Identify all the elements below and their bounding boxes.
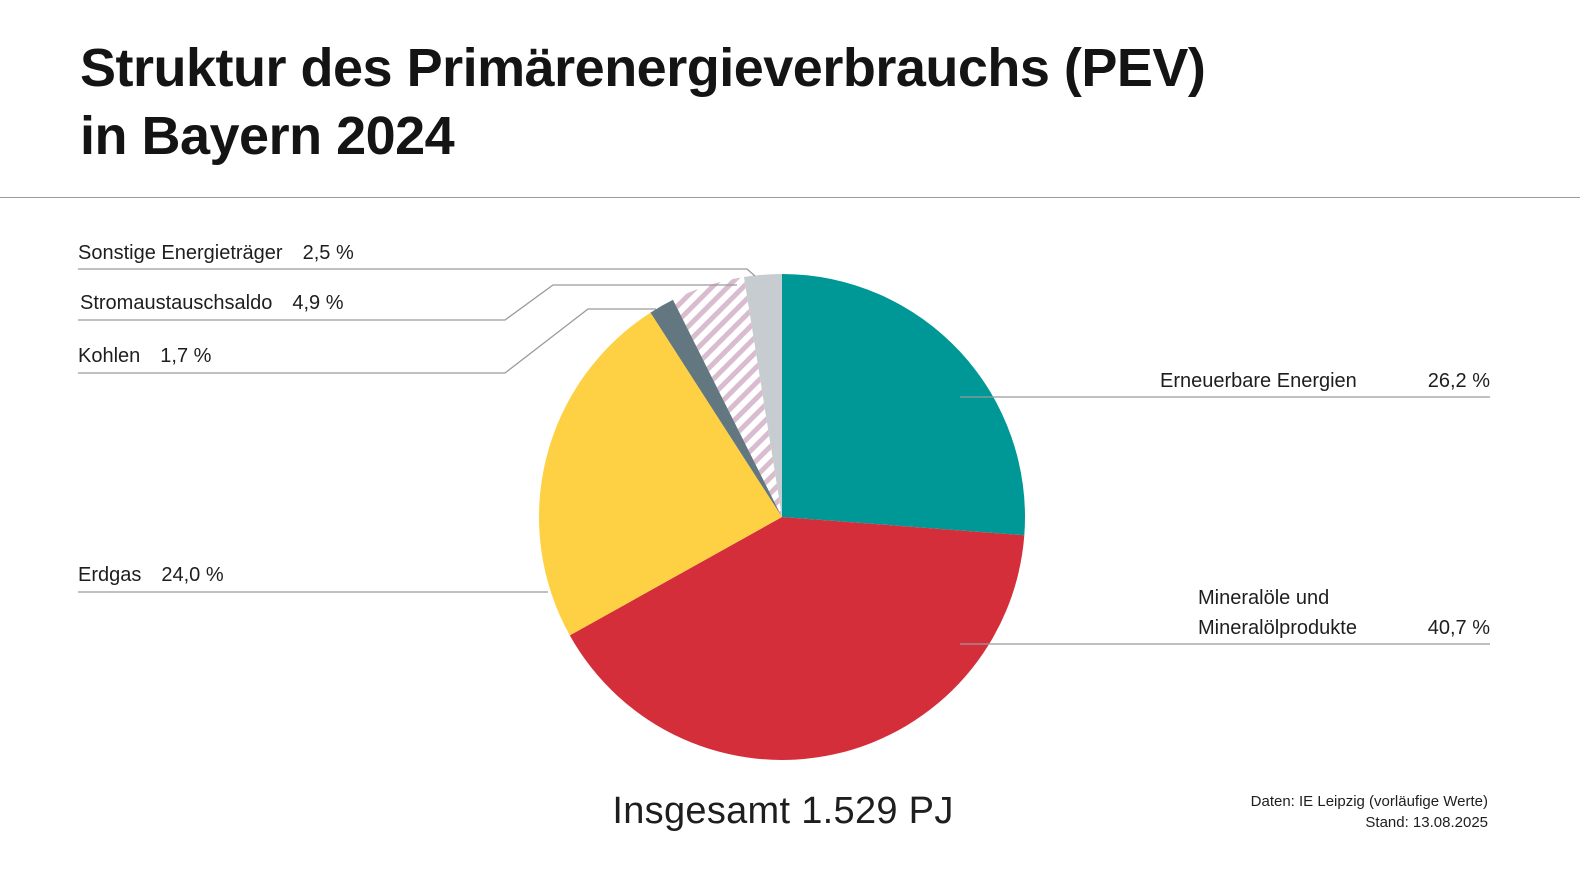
slice-label-mineraloele-und-mineraloelprodukte-line-1: Mineralöle und (1198, 587, 1329, 609)
leader-line-kohlen (78, 308, 656, 374)
title-divider (0, 197, 1580, 198)
slice-value-sonstige-energietraeger: 2,5 % (303, 242, 354, 264)
total-label: Insgesamt 1.529 PJ (612, 790, 954, 832)
date-line: Stand: 13.08.2025 (1365, 814, 1488, 831)
chart-title-line-2: in Bayern 2024 (80, 106, 455, 166)
slice-label-kohlen: Kohlen (78, 345, 140, 367)
slice-label-erdgas: Erdgas (78, 564, 141, 586)
slice-value-mineraloele-und-mineraloelprodukte: 40,7 % (1428, 617, 1490, 639)
pie-slice-kohlen (650, 299, 782, 517)
slice-value-kohlen: 1,7 % (160, 345, 211, 367)
pie-slice-sonstige-energietraeger (743, 274, 782, 517)
slice-label-erneuerbare-energien: Erneuerbare Energien (1160, 370, 1357, 392)
pie-slice-stromaustauschsaldo (673, 276, 782, 517)
chart-title: Struktur des Primärenergieverbrauchs (PE… (80, 34, 1206, 170)
slice-value-stromaustauschsaldo: 4,9 % (292, 292, 343, 314)
pie-slice-erdgas (539, 312, 782, 636)
pie-slice-erneuerbare-energien (782, 274, 1026, 536)
source-line: Daten: IE Leipzig (vorläufige Werte) (1250, 793, 1488, 810)
slice-label-sonstige-energietraeger: Sonstige Energieträger (78, 242, 283, 264)
source-note: Daten: IE Leipzig (vorläufige Werte) Sta… (1251, 791, 1488, 833)
leader-line-stromaustauschsaldo (78, 284, 737, 321)
slice-value-erdgas: 24,0 % (161, 564, 223, 586)
leader-line-sonstige-energietraeger (78, 268, 756, 277)
slice-label-stromaustauschsaldo: Stromaustauschsaldo (80, 292, 272, 314)
slice-label-mineraloele-und-mineraloelprodukte-line-2: Mineralölprodukte (1198, 617, 1357, 639)
pie-slice-mineraloele-und-mineraloelprodukte (569, 517, 1025, 760)
chart-title-line-1: Struktur des Primärenergieverbrauchs (PE… (80, 38, 1206, 98)
slice-value-erneuerbare-energien: 26,2 % (1428, 370, 1490, 392)
